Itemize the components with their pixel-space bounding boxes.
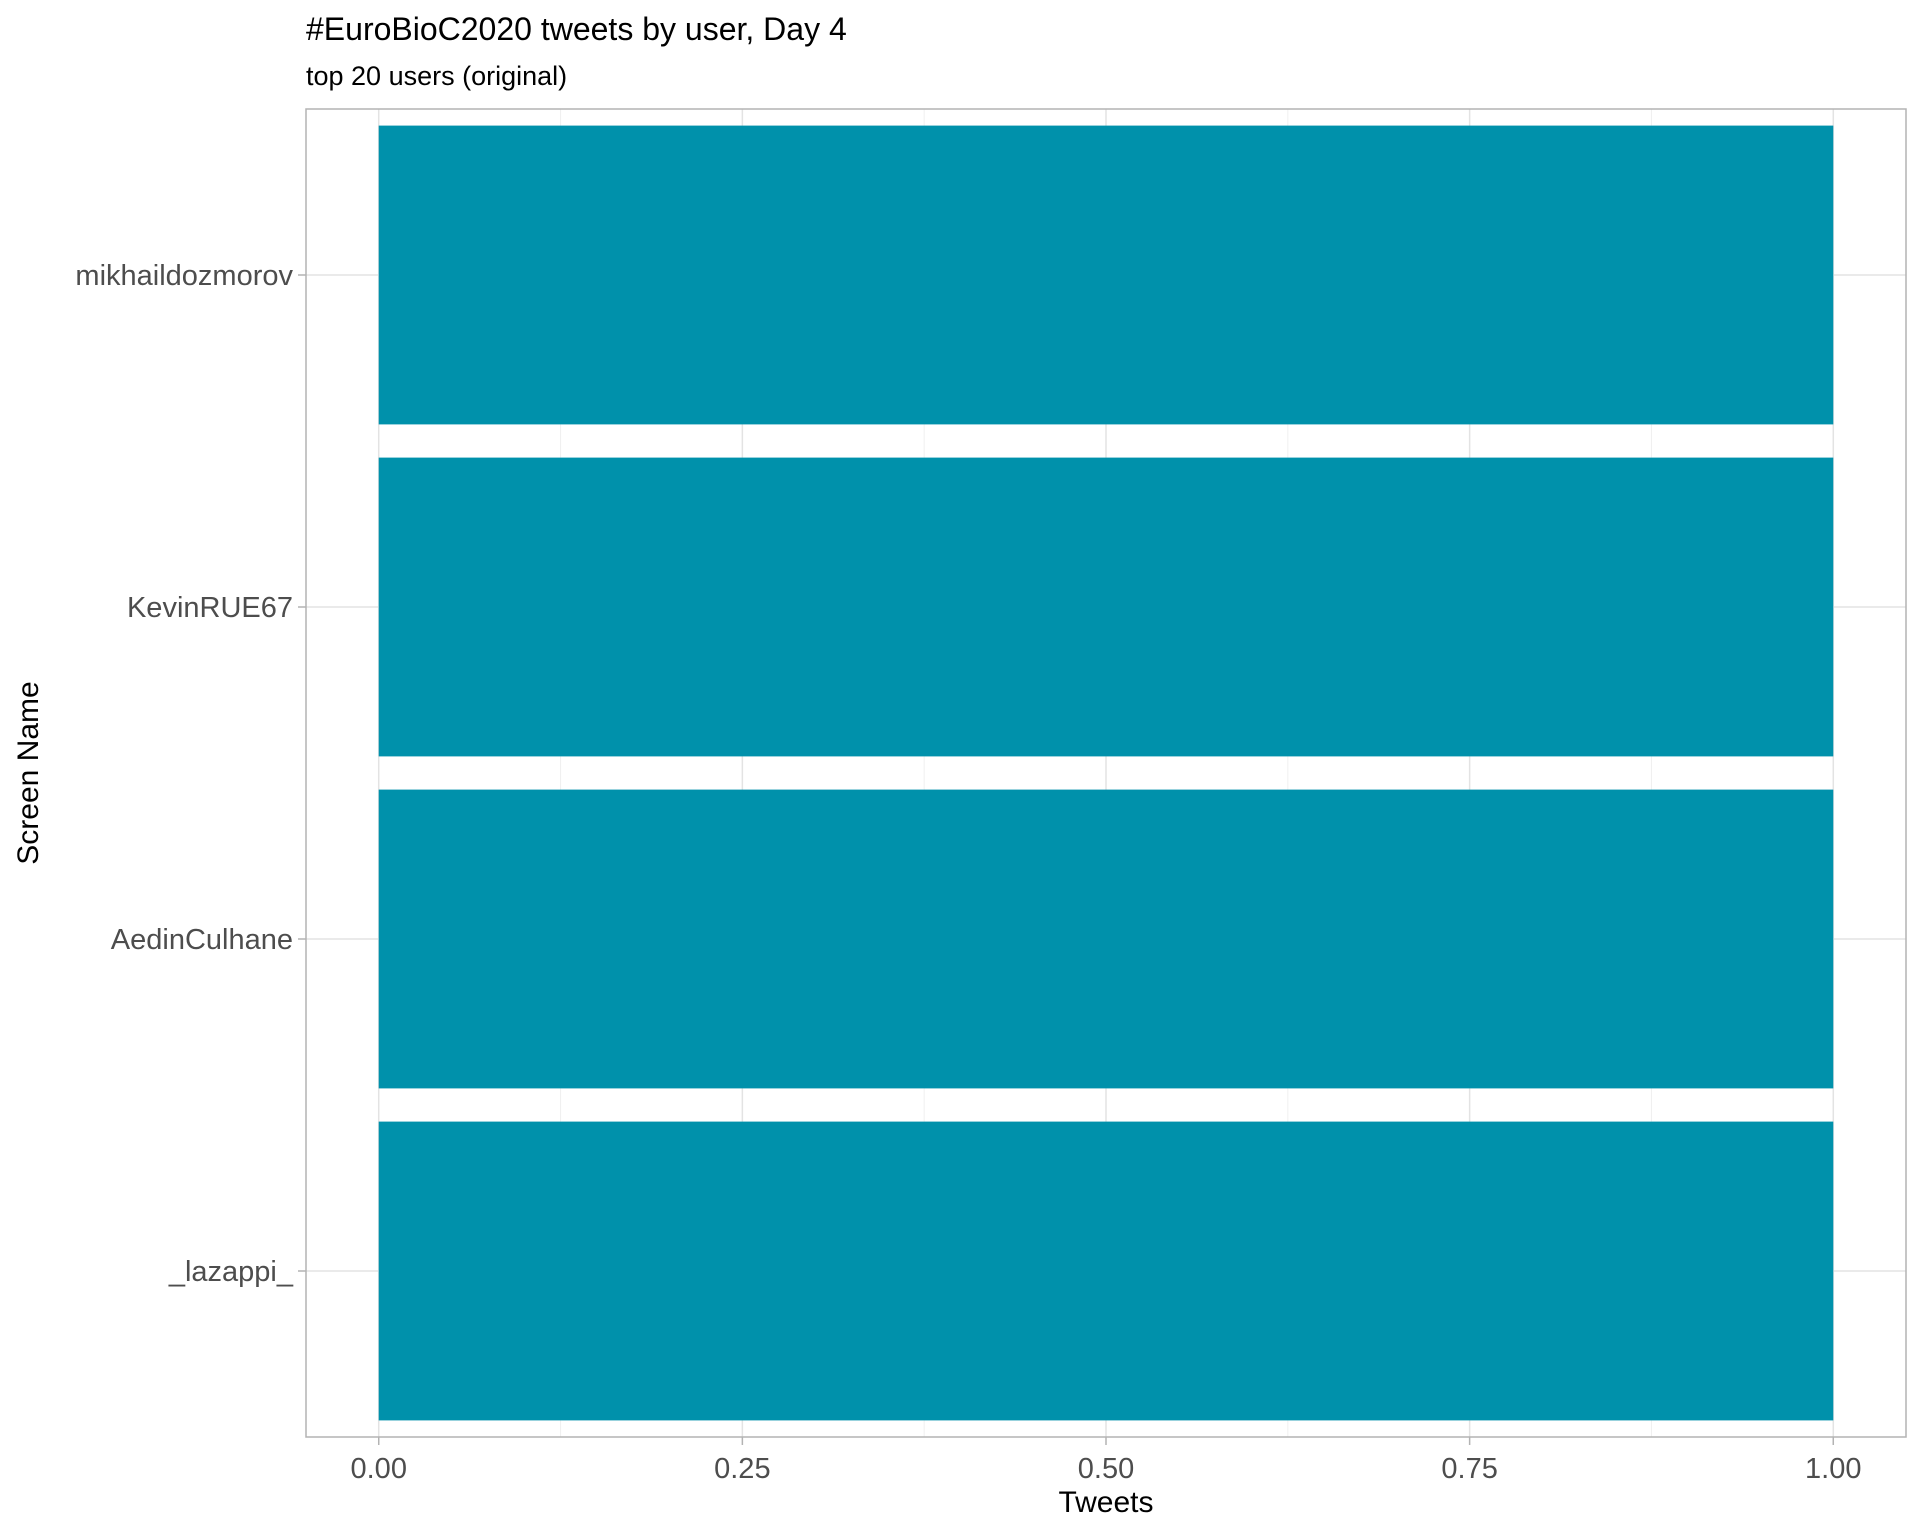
x-tick-label: 0.75 [1441,1453,1497,1485]
y-tick-label: mikhaildozmorov [75,260,293,292]
y-tick-label: KevinRUE67 [127,592,293,624]
chart-subtitle: top 20 users (original) [306,61,567,91]
bar [378,789,1834,1089]
x-tick-label: 0.00 [351,1453,407,1485]
x-axis: 0.00 0.25 0.50 0.75 1.00 [351,1437,1861,1485]
x-tick-label: 0.50 [1078,1453,1134,1485]
bar [378,457,1834,757]
bar [378,125,1834,425]
x-axis-title: Tweets [1058,1486,1153,1519]
y-tick-label: _lazappi_ [168,1256,294,1288]
y-axis: mikhaildozmorov KevinRUE67 AedinCulhane _la… [75,260,306,1288]
x-tick-label: 0.25 [714,1453,770,1485]
bar [378,1121,1834,1421]
y-axis-title: Screen Name [12,681,45,864]
chart-title: #EuroBioC2020 tweets by user, Day 4 [306,11,847,47]
y-tick-label: AedinCulhane [111,924,293,956]
x-tick-label: 1.00 [1805,1453,1861,1485]
bars [378,125,1834,1421]
